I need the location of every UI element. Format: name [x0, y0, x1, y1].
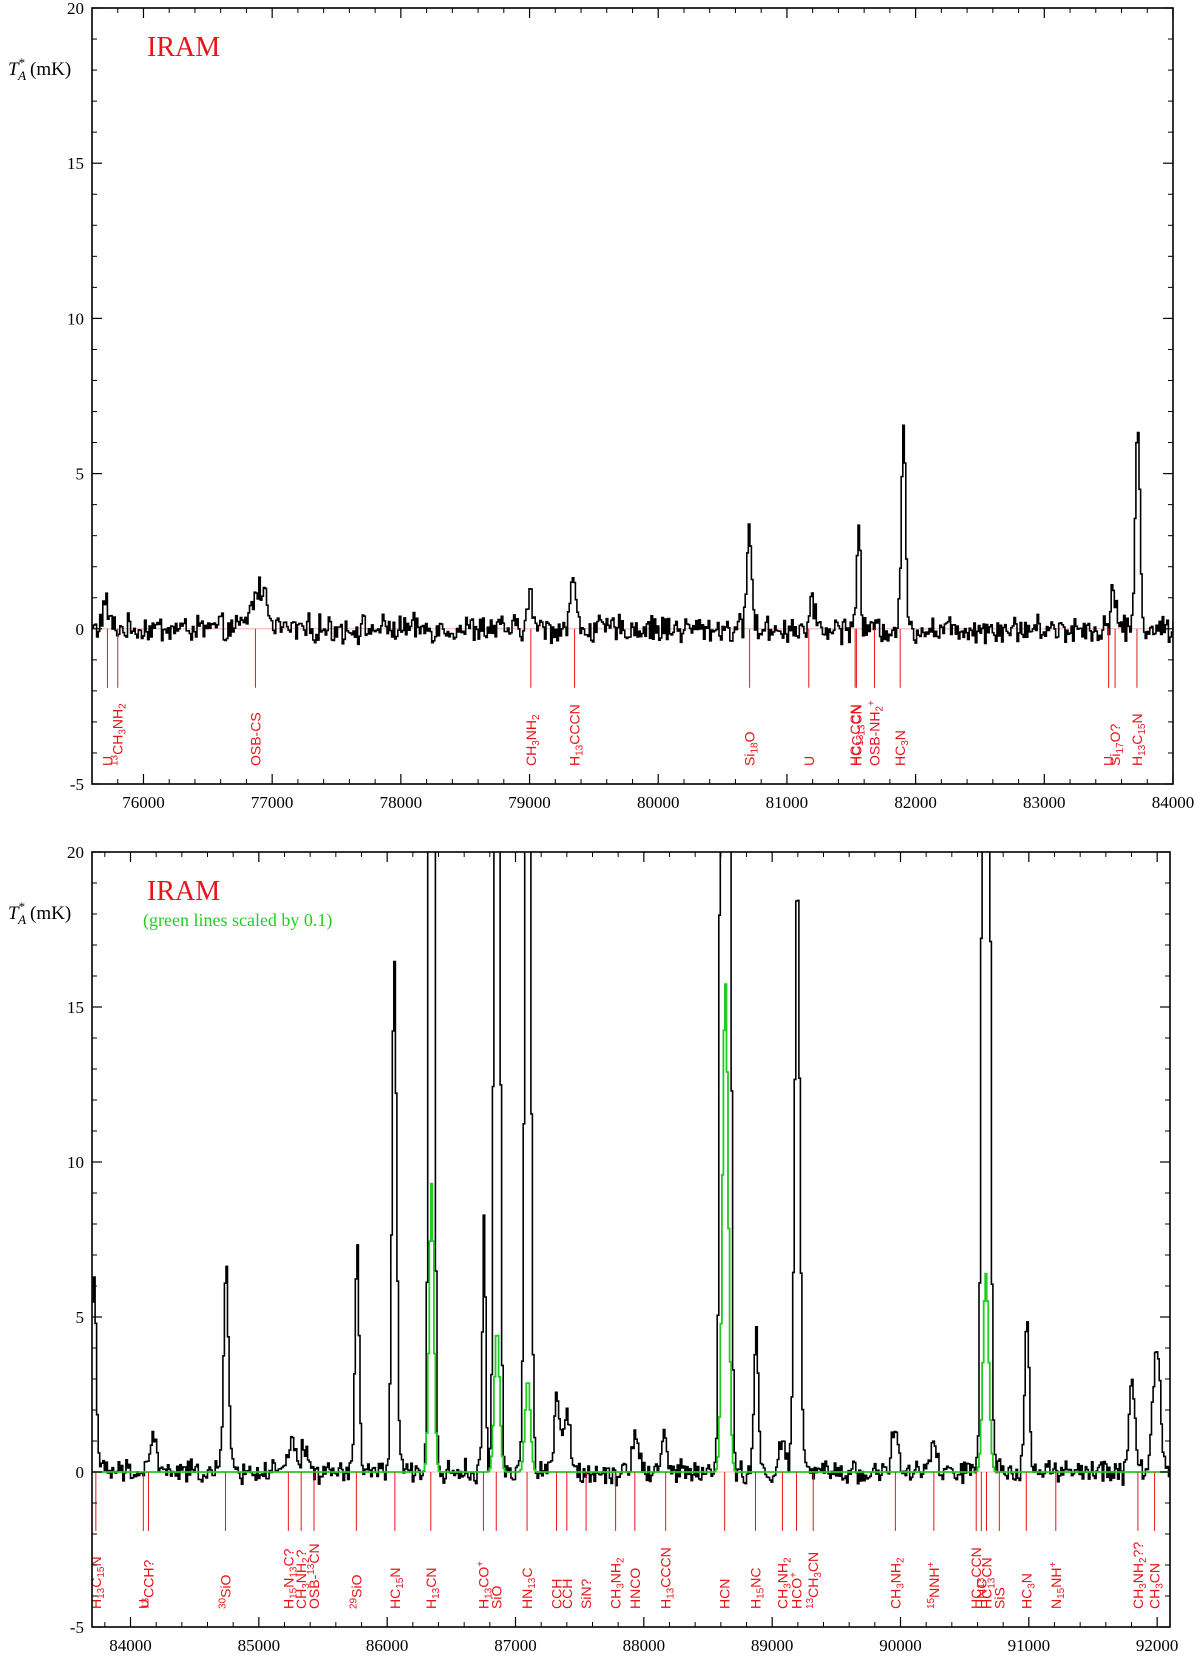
spectrum-line: [92, 424, 1173, 646]
line-label: HNC: [973, 1579, 989, 1609]
x-tick-label: 90000: [879, 1636, 922, 1655]
x-tick-label: 82000: [894, 793, 937, 812]
y-axis-label: T* A (mK): [8, 899, 71, 927]
x-tick-label: 84000: [109, 1636, 152, 1655]
spectrum-line: [92, 852, 1170, 1487]
line-label: HC3N: [892, 730, 911, 766]
y-tick-label: 0: [76, 620, 85, 639]
line-label: 15NNH+: [926, 1562, 942, 1609]
x-tick-label: 84000: [1152, 793, 1195, 812]
line-label: H15N13C?: [280, 1548, 299, 1609]
plot-frame: [91, 7, 1174, 785]
y-tick-label: 15: [67, 154, 84, 173]
line-label: HCO+: [789, 1572, 805, 1609]
line-label: CH3NH2: [887, 1557, 906, 1609]
line-label: CCH: [559, 1579, 575, 1609]
x-tick-label: 92000: [1136, 1636, 1179, 1655]
telescope-tag: IRAM: [147, 876, 220, 907]
line-label: H13C15N: [1129, 713, 1148, 766]
line-label: HN13C: [519, 1568, 538, 1609]
x-tick-label: 86000: [366, 1636, 409, 1655]
y-tick-label: -5: [70, 775, 84, 794]
x-tick-label: 81000: [766, 793, 809, 812]
line-label: 29SiO: [348, 1574, 364, 1609]
line-label: CH3NH2?: [293, 1549, 312, 1609]
line-label: 13CH3NH2: [110, 703, 129, 766]
line-label: U: [801, 756, 817, 766]
line-label: OSB-13CN: [306, 1543, 322, 1609]
y-tick-label: 10: [67, 1153, 84, 1172]
x-tick-label: 78000: [380, 793, 423, 812]
line-label: 13CCH?: [140, 1560, 156, 1609]
line-label: H13C15N: [88, 1556, 107, 1609]
line-label: SiS: [991, 1587, 1007, 1609]
line-label: HC13CN: [978, 1557, 997, 1609]
x-tick-label: 89000: [751, 1636, 794, 1655]
line-label: 30SiO: [217, 1574, 233, 1609]
plot-frame: [91, 851, 1171, 1628]
x-tick-label: 88000: [623, 1636, 666, 1655]
line-label: CH3NH2??: [1130, 1542, 1149, 1609]
line-label: HC3N: [1018, 1573, 1037, 1609]
y-tick-label: 10: [67, 309, 84, 328]
line-label: HC13CCN: [847, 704, 866, 766]
x-tick-label: 83000: [1023, 793, 1066, 812]
line-label: 13CH3CN: [805, 1552, 824, 1609]
line-label: HNCO: [627, 1568, 643, 1609]
line-label: HC13CCN: [968, 1547, 987, 1609]
x-tick-label: 80000: [637, 793, 680, 812]
line-label: HCN: [717, 1579, 733, 1609]
x-tick-label: 91000: [1008, 1636, 1051, 1655]
y-tick-label: -5: [70, 1618, 84, 1637]
line-label: Si18O: [742, 731, 761, 766]
line-label: U: [135, 1599, 151, 1609]
line-label: SiO: [488, 1586, 504, 1609]
line-label: OSB-CS: [247, 712, 263, 766]
line-label: H15NC: [747, 1568, 766, 1609]
line-label: H13CCCN: [567, 704, 586, 766]
scale-note: (green lines scaled by 0.1): [143, 910, 332, 931]
x-tick-label: 76000: [122, 793, 165, 812]
scaled-spectrum-line: [92, 983, 1170, 1473]
x-tick-label: 85000: [238, 1636, 281, 1655]
line-label: CCH: [549, 1579, 565, 1609]
line-label: SiN?: [578, 1578, 594, 1609]
line-label: HCC13CN: [848, 704, 867, 766]
y-tick-label: 0: [76, 1463, 85, 1482]
y-tick-label: 5: [76, 465, 85, 484]
line-label: H13CO+: [475, 1561, 494, 1609]
y-tick-label: 15: [67, 998, 84, 1017]
line-label: Si17O?: [1107, 724, 1126, 766]
y-tick-label: 20: [67, 0, 84, 18]
line-label: U: [99, 756, 115, 766]
y-tick-label: 5: [76, 1308, 85, 1327]
line-label: OSB-NH2+: [866, 700, 885, 766]
line-label: CH3NH2: [774, 1557, 793, 1609]
y-axis-label: T* A (mK): [8, 55, 71, 83]
line-label: CH3NH2: [523, 714, 542, 766]
telescope-tag: IRAM: [147, 32, 220, 63]
line-label: HC15N: [387, 1568, 406, 1609]
line-label: CH3NH2: [608, 1557, 627, 1609]
x-tick-label: 79000: [508, 793, 551, 812]
line-label: CH3CN: [1147, 1563, 1166, 1609]
line-label: U: [1101, 756, 1117, 766]
line-label: H13CN: [423, 1568, 442, 1609]
line-label: H13CCCN: [658, 1547, 677, 1609]
x-tick-label: 87000: [494, 1636, 537, 1655]
line-label: N15NH+: [1048, 1562, 1067, 1609]
y-tick-label: 20: [67, 843, 84, 862]
x-tick-label: 77000: [251, 793, 294, 812]
